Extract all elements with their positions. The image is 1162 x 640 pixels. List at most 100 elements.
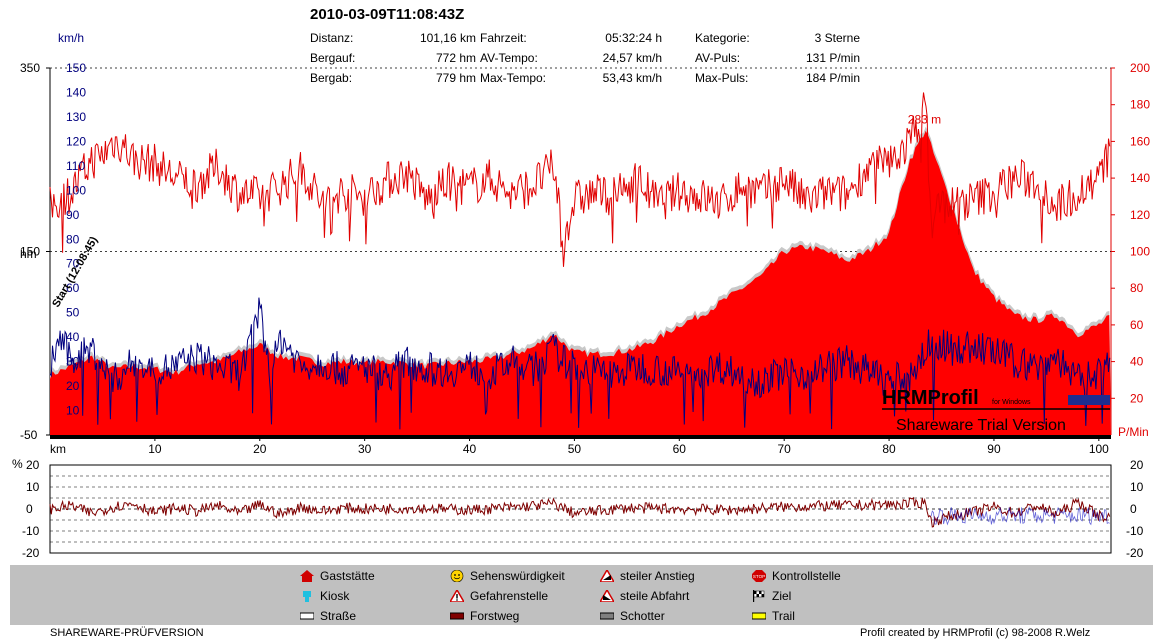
- legend-label: steile Abfahrt: [620, 589, 690, 603]
- footer-credits: Profil created by HRMProfil (c) 98-2008 …: [860, 627, 1091, 639]
- pulse-tick-label: 60: [1130, 318, 1144, 332]
- stat-value: 3 Sterne: [814, 31, 860, 45]
- pulse-tick-label: 160: [1130, 134, 1150, 148]
- warning-icon: [448, 588, 466, 603]
- stat-label: Fahrzeit:: [480, 31, 527, 45]
- road-swatch-icon: [299, 610, 315, 622]
- watermark-logo: HRMProfil: [882, 387, 979, 409]
- legend-label: Ziel: [772, 589, 792, 603]
- elevation-tick-label: 350: [20, 61, 40, 75]
- legend-label: Kontrollstelle: [772, 569, 841, 583]
- x-tick-label: 80: [882, 442, 896, 456]
- stat-label: AV-Tempo:: [480, 51, 538, 65]
- pulse-tick-label: 200: [1130, 61, 1150, 75]
- speed-tick-label: 90: [66, 208, 80, 222]
- speed-tick-label: 30: [66, 355, 80, 369]
- legend-label: Gefahrenstelle: [470, 589, 549, 603]
- legend-panel: [10, 565, 1153, 625]
- gravel-swatch-icon: [599, 610, 615, 622]
- speed-line: [49, 297, 1111, 430]
- pulse-unit-label: P/Min: [1118, 425, 1149, 439]
- gradient-unit-label: %: [12, 457, 23, 471]
- x-axis-label: km: [50, 442, 66, 456]
- pulse-tick-label: 180: [1130, 98, 1150, 112]
- legend-label: Forstweg: [470, 609, 520, 623]
- profile-chart: 102030405060708090100110120130140150hm-5…: [12, 61, 1150, 560]
- trail-swatch-icon: [751, 610, 767, 622]
- stat-label: Distanz:: [310, 31, 354, 45]
- elevation-tick-label: -50: [20, 428, 38, 442]
- stat-label: AV-Puls:: [695, 51, 741, 65]
- elevation-area: [50, 130, 1111, 435]
- x-tick-label: 70: [778, 442, 792, 456]
- kiosk-icon: [300, 590, 314, 602]
- legend-item: Schotter: [599, 609, 665, 623]
- smiley-icon: [450, 569, 464, 583]
- stat-value: 05:32:24 h: [605, 31, 662, 45]
- x-tick-label: 40: [463, 442, 477, 456]
- pulse-tick-label: 20: [1130, 391, 1144, 405]
- watermark-text: Shareware Trial Version: [896, 417, 1066, 434]
- legend-item: Kiosk: [300, 589, 349, 603]
- gradient-tick-right: -20: [1126, 546, 1144, 560]
- svg-text:STOP: STOP: [753, 574, 765, 579]
- legend-item: Sehenswürdigkeit: [450, 569, 565, 583]
- speed-tick-label: 110: [66, 159, 85, 173]
- speed-unit-label: km/h: [58, 31, 85, 45]
- speed-tick-label: 100: [66, 183, 86, 197]
- legend-label: Gaststätte: [320, 569, 375, 583]
- x-tick-label: 30: [358, 442, 372, 456]
- pulse-tick-label: 80: [1130, 281, 1144, 295]
- legend-item: Ziel: [752, 589, 791, 603]
- gradient-line: [49, 496, 1111, 528]
- pulse-tick-label: 140: [1130, 171, 1150, 185]
- gradient-tick-left: -10: [22, 524, 40, 538]
- legend-label: Kiosk: [320, 589, 350, 603]
- stat-label: Max-Puls:: [695, 71, 749, 85]
- gradient-tick-right: 20: [1130, 458, 1144, 472]
- speed-tick-label: 10: [66, 404, 80, 418]
- legend-item: steile Abfahrt: [598, 588, 690, 603]
- x-tick-label: 50: [568, 442, 582, 456]
- speed-tick-label: 130: [66, 110, 86, 124]
- stat-label: Bergab:: [310, 71, 353, 85]
- legend-item: Gefahrenstelle: [448, 588, 549, 603]
- gradient-descent-line: [930, 506, 1110, 526]
- elevation-unit-label: hm: [20, 247, 37, 261]
- legend-item: Gaststätte: [300, 569, 375, 583]
- x-tick-label: 100: [1089, 442, 1109, 456]
- pulse-tick-label: 100: [1130, 245, 1150, 259]
- legend-item: Straße: [299, 609, 356, 623]
- x-tick-label: 10: [148, 442, 162, 456]
- gradient-tick-left: 10: [26, 480, 40, 494]
- gradient-tick-right: 10: [1130, 480, 1144, 494]
- speed-tick-label: 140: [66, 85, 86, 99]
- speed-tick-label: 120: [66, 134, 86, 148]
- steep-up-icon: [598, 568, 616, 583]
- speed-tick-label: 50: [66, 306, 80, 320]
- watermark-blue-block: [1068, 395, 1110, 405]
- pulse-tick-label: 120: [1130, 208, 1150, 222]
- heart-rate-line: [49, 92, 1111, 267]
- stat-value: 53,43 km/h: [602, 71, 662, 85]
- house-icon: [300, 570, 314, 582]
- stop-icon: STOP: [752, 570, 766, 582]
- stat-value: 772 hm: [435, 51, 476, 65]
- legend-item: STOP Kontrollstelle: [752, 569, 841, 583]
- footer-shareware-note: SHAREWARE-PRÜFVERSION: [50, 627, 204, 639]
- gradient-tick-right: -10: [1126, 524, 1144, 538]
- x-tick-label: 90: [987, 442, 1001, 456]
- steep-down-icon: [598, 588, 616, 603]
- speed-tick-label: 40: [66, 330, 80, 344]
- gradient-tick-left: 20: [26, 458, 40, 472]
- legend-item: Forstweg: [449, 609, 520, 623]
- legend-item: steiler Anstieg: [598, 568, 695, 583]
- stat-value: 101,16 km: [419, 31, 476, 45]
- gradient-tick-left: -20: [22, 546, 40, 560]
- speed-tick-label: 60: [66, 281, 80, 295]
- speed-tick-label: 70: [66, 257, 80, 271]
- forest-road-swatch-icon: [449, 610, 465, 622]
- gradient-tick-left: 0: [26, 502, 33, 516]
- stat-label: Max-Tempo:: [480, 71, 547, 85]
- stat-value: 779 hm: [435, 71, 476, 85]
